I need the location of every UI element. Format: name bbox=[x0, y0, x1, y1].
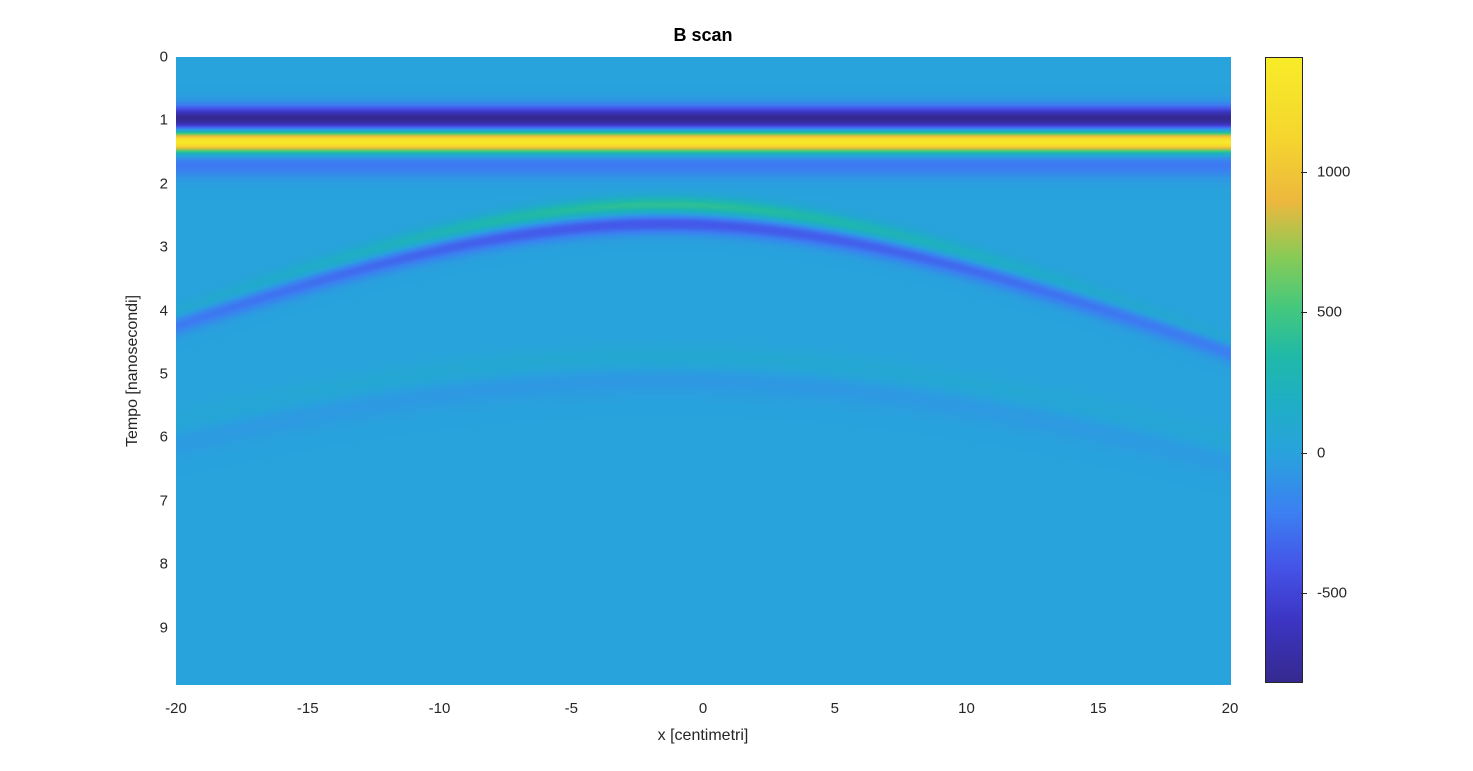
y-tick-label: 3 bbox=[159, 238, 168, 256]
colorbar-tick-label: 1000 bbox=[1317, 163, 1351, 181]
x-tick-label: -5 bbox=[564, 700, 578, 717]
x-axis-label: x [centimetri] bbox=[657, 727, 749, 744]
y-tick-label: 9 bbox=[159, 619, 168, 637]
colorbar-tick-label: -500 bbox=[1317, 584, 1348, 602]
colorbar-tick-mark bbox=[1301, 593, 1307, 595]
x-tick-label: 15 bbox=[1089, 700, 1107, 717]
colorbar bbox=[1265, 57, 1303, 683]
y-tick-label: 7 bbox=[159, 492, 168, 510]
y-tick-label: 0 bbox=[159, 48, 168, 66]
colorbar-tick-label: 500 bbox=[1317, 303, 1343, 321]
colorbar-tick-mark bbox=[1301, 172, 1307, 174]
x-tick-label: -15 bbox=[296, 700, 319, 717]
x-tick-label: -10 bbox=[428, 700, 451, 717]
x-tick-label: 20 bbox=[1221, 700, 1239, 717]
y-axis-label: Tempo [nanosecondi] bbox=[124, 294, 141, 448]
y-tick-label: 8 bbox=[159, 555, 168, 573]
x-tick-label: -20 bbox=[165, 700, 187, 717]
colorbar-tick-mark bbox=[1301, 312, 1307, 314]
x-tick-label: 10 bbox=[958, 700, 975, 717]
y-tick-label: 6 bbox=[159, 428, 168, 446]
colorbar-tick-mark bbox=[1301, 452, 1307, 454]
y-tick-label: 5 bbox=[159, 365, 168, 383]
y-tick-label: 2 bbox=[159, 175, 168, 193]
chart-title: B scan bbox=[673, 25, 733, 45]
y-tick-label: 1 bbox=[159, 111, 168, 129]
bscan-heatmap bbox=[176, 57, 1231, 685]
colorbar-tick-label: 0 bbox=[1317, 444, 1326, 462]
x-tick-label: 5 bbox=[830, 700, 839, 717]
y-tick-label: 4 bbox=[159, 302, 168, 320]
x-tick-label: 0 bbox=[698, 700, 708, 717]
